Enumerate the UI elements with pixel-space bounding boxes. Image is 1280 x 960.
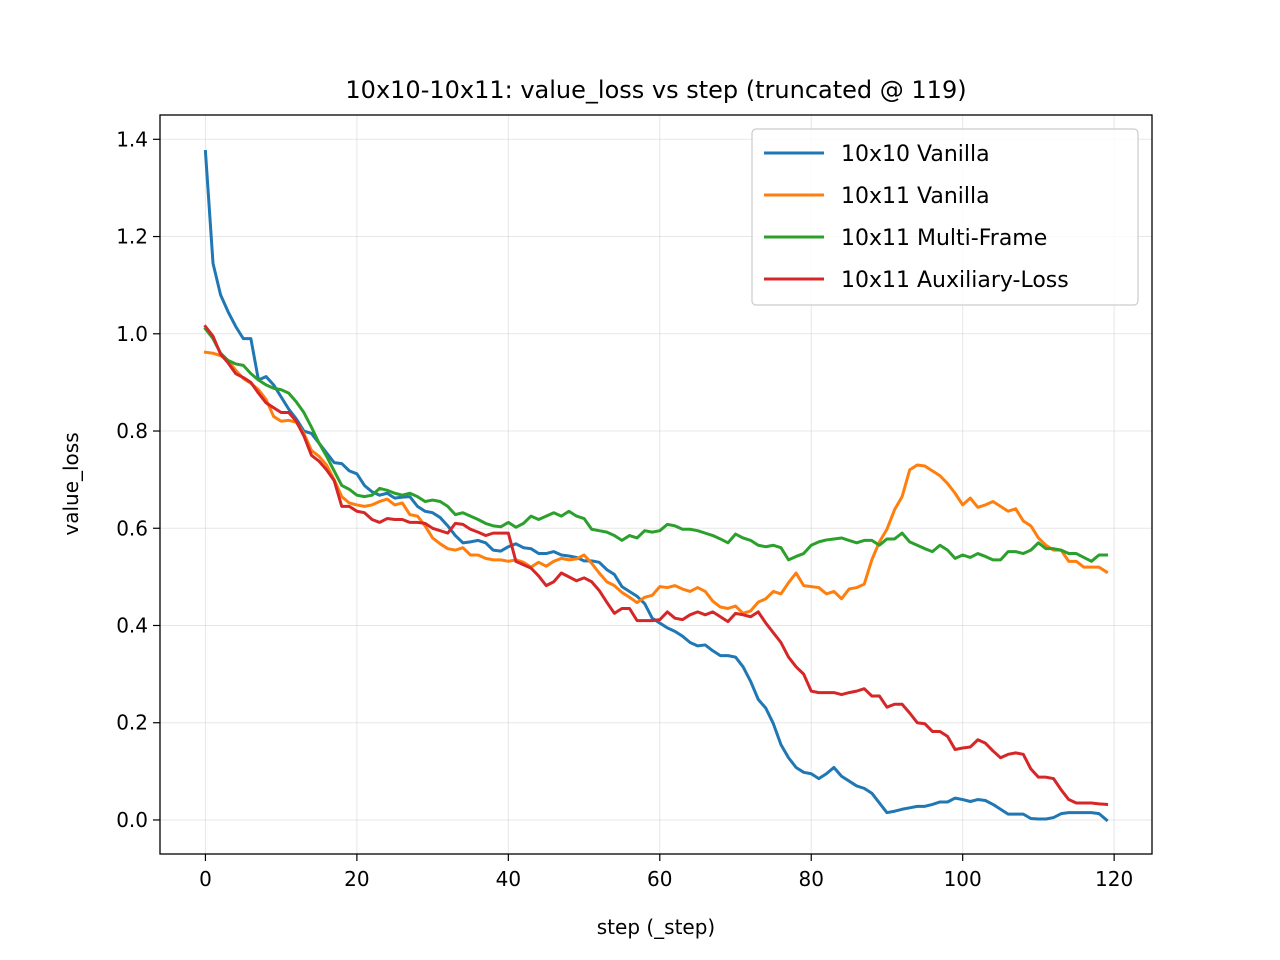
y-tick-label: 1.0 (116, 322, 148, 346)
y-tick-label: 0.6 (116, 516, 148, 540)
y-axis-ticks: 0.0 0.2 0.4 0.6 0.8 1.0 1.2 1.4 (116, 127, 160, 832)
x-tick-label: 20 (344, 867, 369, 891)
x-tick-label: 0 (199, 867, 212, 891)
chart-title: 10x10-10x11: value_loss vs step (truncat… (345, 76, 966, 104)
y-tick-label: 1.4 (116, 127, 148, 151)
x-tick-label: 60 (647, 867, 672, 891)
grid (160, 115, 1152, 854)
x-axis-label: step (_step) (597, 915, 716, 939)
y-tick-label: 0.2 (116, 711, 148, 735)
x-tick-label: 40 (496, 867, 521, 891)
series-line-3 (203, 326, 1109, 563)
x-tick-label: 120 (1095, 867, 1133, 891)
legend-label: 10x10 Vanilla (841, 142, 990, 167)
y-tick-label: 0.8 (116, 419, 148, 443)
legend-label: 10x11 Auxiliary-Loss (841, 268, 1069, 293)
series-lines (203, 149, 1109, 823)
legend-label: 10x11 Multi-Frame (841, 226, 1047, 251)
series-line-4 (203, 324, 1109, 807)
y-axis-label: value_loss (59, 432, 83, 535)
x-axis-ticks: 0 20 40 60 80 100 120 (199, 854, 1133, 891)
legend-box (751, 128, 1139, 306)
y-tick-label: 1.2 (116, 225, 148, 249)
y-tick-label: 0.0 (116, 808, 148, 832)
legend: 10x10 Vanilla 10x11 Vanilla 10x11 Multi-Fr… (751, 128, 1139, 306)
x-tick-label: 80 (799, 867, 824, 891)
series-line-2 (203, 350, 1109, 615)
legend-entries: 10x10 Vanilla 10x11 Vanilla 10x11 Multi-Fr… (764, 142, 1069, 293)
legend-label: 10x11 Vanilla (841, 184, 990, 209)
x-tick-label: 100 (944, 867, 982, 891)
y-tick-label: 0.4 (116, 613, 148, 637)
plot-area-frame (159, 114, 1153, 855)
